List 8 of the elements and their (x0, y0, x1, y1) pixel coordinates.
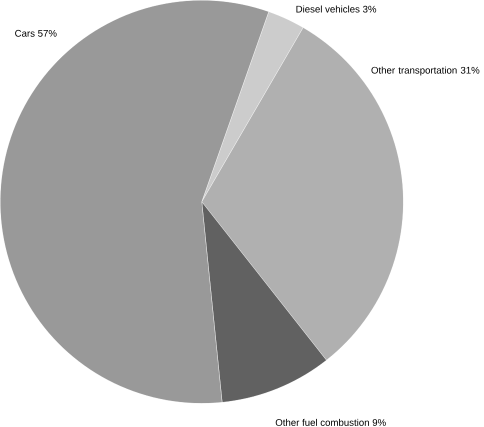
data-label: 9% (372, 419, 386, 426)
slice-label: Other transportation (371, 66, 457, 76)
data-label: 3% (362, 6, 376, 13)
slice-label: Other fuel combustion (276, 418, 369, 426)
slice-label: Diesel vehicles (296, 6, 360, 13)
data-label: 31% (460, 66, 480, 74)
slice-label: Cars (15, 30, 35, 37)
data-label: 57% (38, 30, 57, 37)
